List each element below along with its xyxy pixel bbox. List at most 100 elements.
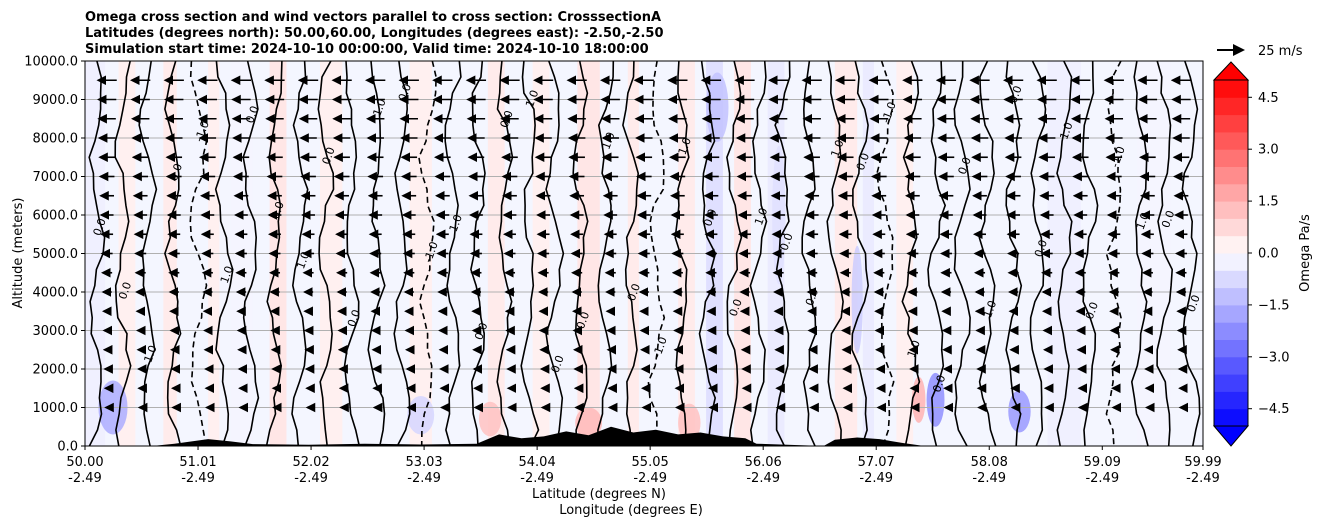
omega-contours	[88, 61, 1201, 446]
contour-line	[1156, 61, 1174, 446]
colorbar: 4.5 3.0 1.5 0.0 −1.5 −3.0 −4.5 Omega Pa/s	[1212, 61, 1313, 447]
colorbar-ticks: 4.5 3.0 1.5 0.0 −1.5 −3.0 −4.5	[1248, 91, 1290, 417]
x-tick-label-latitude: 57.07	[858, 455, 895, 470]
contour-line	[164, 61, 182, 446]
y-tick-label: 5000.0	[33, 247, 79, 262]
colorbar-segment	[1214, 287, 1248, 306]
omega-blob	[851, 245, 863, 354]
colorbar-segment	[1214, 374, 1248, 392]
colorbar-label: Omega Pa/s	[1298, 214, 1313, 292]
contour-line	[801, 61, 817, 446]
colorbar-tick-label: −1.5	[1258, 298, 1290, 313]
omega-blob	[478, 401, 502, 437]
contour-label: 0.0	[345, 308, 363, 329]
contour-line	[545, 61, 565, 446]
y-tick-label: 6000.0	[33, 209, 79, 224]
contour-line	[1181, 61, 1201, 446]
contour-line	[242, 61, 260, 446]
colorbar-segment	[1214, 201, 1248, 219]
contour-line	[647, 61, 666, 446]
x-tick-label-latitude: 59.99	[1184, 455, 1221, 470]
contour-label: 1.0	[1057, 121, 1075, 142]
colorbar-segment	[1214, 356, 1248, 375]
y-tick-label: 4000.0	[33, 286, 79, 301]
contour-label: 0.0	[778, 232, 796, 253]
colorbar-segment	[1214, 131, 1248, 150]
y-tick-label: 2000.0	[33, 363, 79, 378]
contour-line	[826, 61, 844, 446]
contour-line	[189, 61, 208, 446]
colorbar-segment	[1214, 270, 1248, 289]
contour-line	[418, 61, 437, 446]
x-tick-label-longitude: -2.49	[859, 471, 893, 486]
colorbar-segment	[1214, 408, 1248, 427]
contour-label: 1.0	[218, 264, 236, 285]
contour-label: 0.0	[1185, 293, 1203, 314]
y-tick-label: 3000.0	[33, 324, 79, 339]
colorbar-tick-label: −4.5	[1258, 402, 1290, 417]
colorbar-segments	[1214, 80, 1248, 427]
colorbar-segment	[1214, 218, 1248, 237]
colorbar-segment	[1214, 114, 1248, 133]
contour-line	[291, 61, 309, 446]
contour-line	[1130, 61, 1149, 446]
contour-label: 0.0	[1159, 209, 1177, 230]
x-axis-label-longitude: Longitude (degrees E)	[559, 503, 703, 518]
omega-blob	[926, 372, 945, 427]
x-tick-label-longitude: -2.49	[1186, 471, 1220, 486]
contour-line	[953, 61, 971, 446]
x-tick-label-longitude: -2.49	[746, 471, 780, 486]
y-tick-label: 1000.0	[33, 401, 79, 416]
x-tick-label-latitude: 56.06	[745, 455, 782, 470]
chart-title-line-2: Latitudes (degrees north): 50.00,60.00, …	[85, 26, 664, 41]
x-tick-label-latitude: 51.01	[179, 455, 216, 470]
contour-line	[317, 61, 335, 446]
x-tick-label-longitude: -2.49	[633, 471, 667, 486]
colorbar-min-extension	[1212, 425, 1250, 447]
contour-line	[520, 61, 540, 446]
contour-line	[214, 61, 234, 446]
x-axis: 50.00-2.4951.01-2.4952.02-2.4953.03-2.49…	[66, 446, 1222, 486]
x-tick-label-latitude: 53.03	[405, 455, 442, 470]
colorbar-max-extension	[1212, 61, 1250, 81]
x-tick-label-longitude: -2.49	[68, 471, 102, 486]
contour-line	[876, 61, 895, 446]
contour-label: 0.0	[549, 354, 567, 375]
contour-line	[927, 61, 947, 446]
x-tick-label-latitude: 59.09	[1084, 455, 1121, 470]
x-tick-label-longitude: -2.49	[181, 471, 215, 486]
quiver-key: 25 m/s	[1217, 44, 1303, 59]
contour-label: 0.0	[320, 145, 338, 166]
y-tick-label: 8000.0	[33, 132, 79, 147]
colorbar-tick-label: 3.0	[1258, 143, 1279, 158]
contour-label: 0.0	[116, 280, 134, 301]
chart-title-line-3: Simulation start time: 2024-10-10 00:00:…	[85, 42, 649, 57]
contour-label: 1.0	[752, 206, 770, 227]
colorbar-segment	[1214, 339, 1248, 358]
colorbar-segment	[1214, 322, 1248, 340]
contour-line	[1105, 61, 1122, 446]
contour-line	[749, 61, 768, 446]
x-tick-label-latitude: 58.08	[971, 455, 1008, 470]
contour-label: 1.0	[981, 299, 999, 320]
x-tick-label-longitude: -2.49	[1085, 471, 1119, 486]
contour-label: 1.0	[676, 136, 694, 157]
contour-label: 0.0	[854, 151, 872, 172]
colorbar-tick-label: −3.0	[1258, 350, 1290, 365]
contour-line	[444, 61, 462, 446]
contour-label: 0.0	[956, 155, 974, 176]
contour-label: 0.0	[625, 282, 643, 303]
y-tick-label: 7000.0	[33, 170, 79, 185]
terrain-silhouette	[85, 426, 1203, 446]
x-tick-label-latitude: 52.02	[292, 455, 329, 470]
colorbar-segment	[1214, 97, 1248, 116]
colorbar-tick-label: 0.0	[1258, 247, 1279, 262]
plot-area: 0.00.01.00.0-1.01.00.00.01.00.00.01.00.0…	[84, 60, 1204, 447]
y-tick-label: 0.0	[57, 440, 78, 455]
colorbar-segment	[1214, 235, 1248, 254]
wind-vectors	[96, 75, 1192, 413]
colorbar-segment	[1214, 391, 1248, 410]
x-tick-label-longitude: -2.49	[407, 471, 441, 486]
y-axis-label: Altitude (meters)	[11, 198, 26, 309]
